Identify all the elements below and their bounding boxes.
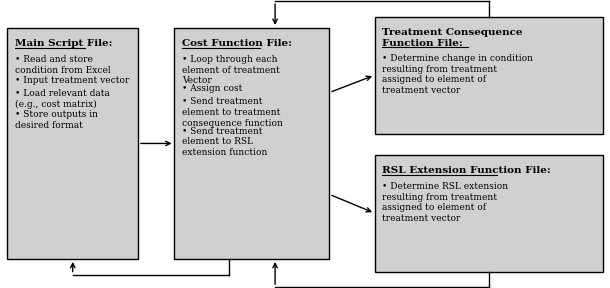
Text: • Assign cost: • Assign cost: [182, 84, 242, 94]
FancyBboxPatch shape: [375, 17, 603, 134]
Text: Cost Function File:: Cost Function File:: [182, 39, 292, 48]
FancyBboxPatch shape: [174, 28, 329, 259]
Text: • Loop through each
element of treatment
Vector: • Loop through each element of treatment…: [182, 55, 279, 86]
Text: • Determine change in condition
resulting from treatment
assigned to element of
: • Determine change in condition resultin…: [382, 54, 533, 95]
Text: Treatment Consequence
Function File:: Treatment Consequence Function File:: [382, 28, 523, 48]
Text: • Determine RSL extension
resulting from treatment
assigned to element of
treatm: • Determine RSL extension resulting from…: [382, 182, 508, 223]
Text: • Send treatment
element to treatment
consequence function: • Send treatment element to treatment co…: [182, 97, 282, 128]
Text: • Input treatment vector: • Input treatment vector: [15, 76, 129, 85]
Text: • Load relevant data
(e.g., cost matrix): • Load relevant data (e.g., cost matrix): [15, 89, 110, 109]
Text: RSL Extension Function File:: RSL Extension Function File:: [382, 166, 551, 175]
FancyBboxPatch shape: [7, 28, 138, 259]
Text: • Read and store
condition from Excel: • Read and store condition from Excel: [15, 55, 110, 75]
FancyBboxPatch shape: [375, 155, 603, 272]
Text: • Send treatment
element to RSL
extension function: • Send treatment element to RSL extensio…: [182, 127, 267, 157]
Text: • Store outputs in
desired format: • Store outputs in desired format: [15, 110, 98, 130]
Text: Main Script File:: Main Script File:: [15, 39, 112, 48]
